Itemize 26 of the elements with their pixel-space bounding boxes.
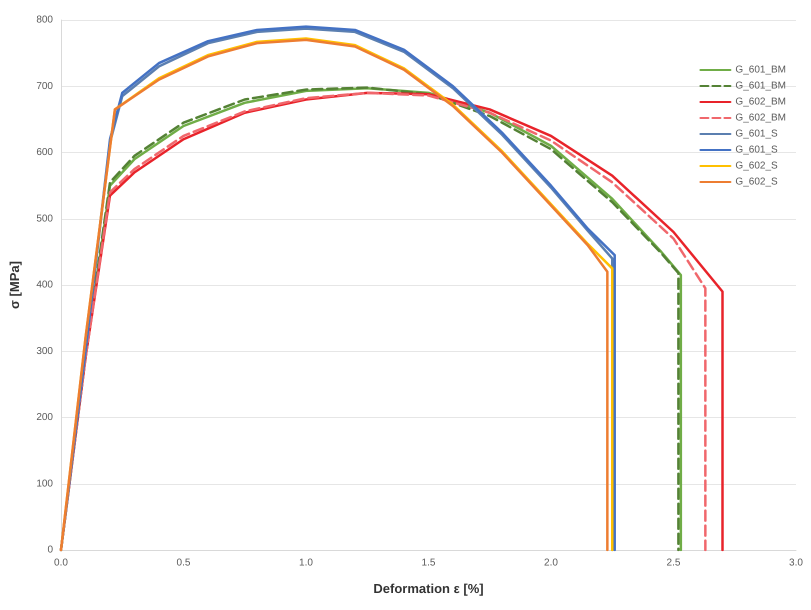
x-tick-label: 2.5 xyxy=(666,558,681,568)
legend-label: G_601_S xyxy=(735,128,778,140)
y-axis-title: σ [MPa] xyxy=(7,261,22,309)
x-tick-label: 0.5 xyxy=(176,558,191,568)
y-tick-label: 600 xyxy=(36,147,54,158)
y-tick-label: 200 xyxy=(36,412,54,423)
y-tick-label: 800 xyxy=(36,14,54,26)
legend-label: G_602_BM xyxy=(735,112,786,124)
y-tick-label: 0 xyxy=(47,544,54,556)
y-tick-label: 100 xyxy=(36,478,54,490)
legend-label: G_602_S xyxy=(735,176,778,188)
y-tick-label: 700 xyxy=(36,80,54,92)
x-tick-label: 1.5 xyxy=(422,558,436,568)
x-axis-title: Deformation ε [%] xyxy=(373,581,484,596)
y-tick-label: 500 xyxy=(36,213,54,224)
legend-label: G_601_BM xyxy=(735,64,786,76)
legend-label: G_601_S xyxy=(735,144,778,156)
y-tick-label: 300 xyxy=(36,346,54,357)
legend-label: G_602_S xyxy=(735,160,778,172)
x-tick-label: 0.0 xyxy=(54,558,68,568)
legend-label: G_601_BM xyxy=(735,80,786,92)
x-tick-label: 3.0 xyxy=(789,558,804,568)
x-tick-label: 2.0 xyxy=(544,558,558,568)
y-tick-label: 400 xyxy=(36,280,54,290)
x-tick-label: 1.0 xyxy=(299,558,314,568)
legend-label: G_602_BM xyxy=(735,96,786,108)
